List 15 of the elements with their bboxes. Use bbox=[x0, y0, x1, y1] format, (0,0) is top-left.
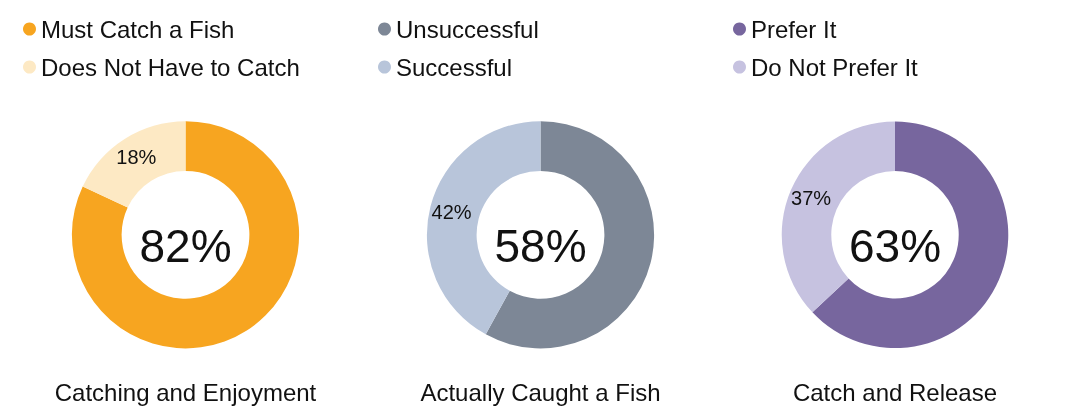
legend-label: Do Not Prefer It bbox=[751, 53, 919, 81]
legend-label: Does Not Have to Catch bbox=[41, 53, 300, 81]
text: Catching and Enjoyment bbox=[54, 378, 317, 406]
text: Actually Caught a Fish bbox=[420, 378, 661, 406]
legend-label: Successful bbox=[396, 53, 513, 81]
data-label: 37% bbox=[791, 187, 832, 210]
text: 58% bbox=[494, 219, 587, 272]
legend-label: Prefer It bbox=[751, 15, 837, 43]
text: Catch and Release bbox=[792, 378, 998, 406]
text: 63% bbox=[848, 219, 942, 272]
legend-label: Unsuccessful bbox=[396, 15, 539, 43]
data-label: 18% bbox=[116, 146, 157, 169]
text: 82% bbox=[139, 219, 232, 272]
data-label: 42% bbox=[431, 200, 472, 223]
legend-label: Must Catch a Fish bbox=[41, 15, 235, 43]
